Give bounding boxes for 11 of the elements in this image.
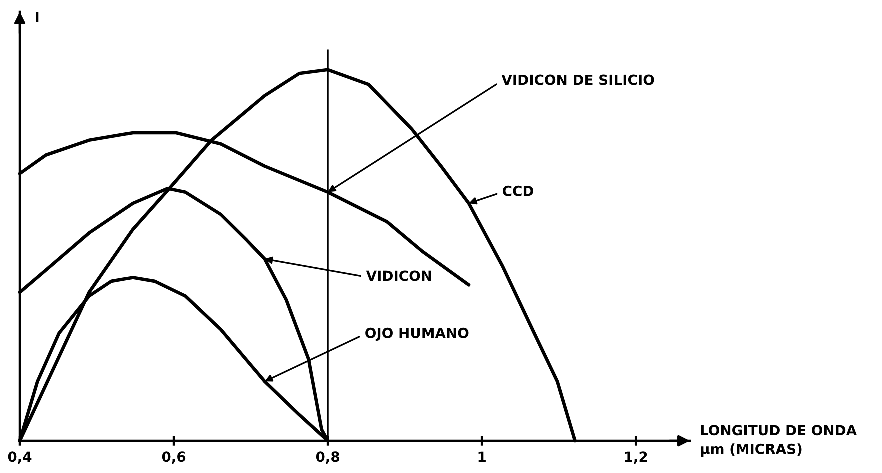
text: OJO HUMANO [366,328,469,342]
x-tick-label: 0,8 [316,452,340,464]
y-axis-title: I [36,12,39,22]
legend-label: CCD [503,186,534,196]
x-axis-title: LONGITUD DE ONDA μm (MICRAS) [701,425,858,458]
x-tick-label: 1 [478,452,486,462]
x-tick-label: 1,2 [625,452,648,464]
text: VIDICON DE SILICIO [502,74,654,86]
x-tick-label: 0,4 [8,452,32,464]
text: VIDICON [366,270,432,282]
x-tick-label: 0,6 [162,452,186,464]
